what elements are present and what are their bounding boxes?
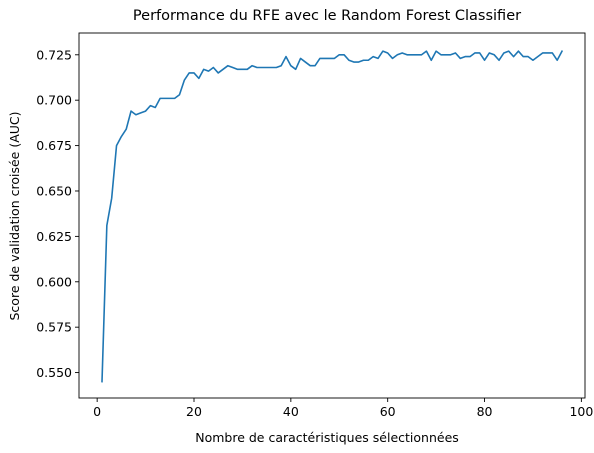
y-tick-label: 0.675 [36,138,72,153]
x-tick-label: 0 [93,404,101,419]
axes-frame [78,32,586,399]
chart-title: Performance du RFE avec le Random Forest… [133,8,521,24]
y-axis-label: Score de validation croisée (AUC) [7,111,22,320]
x-axis-label: Nombre de caractéristiques sélectionnées [195,430,459,445]
plot-area: 0 20 40 60 80 100 0.550 0.575 0.600 0.625 0.650 0.6… [36,32,593,419]
y-tick-label: 0.625 [36,229,72,244]
x-tick-label: 20 [186,404,202,419]
y-tick-label: 0.575 [36,320,72,335]
y-tick-label: 0.600 [36,274,72,289]
x-tick-label: 100 [569,404,593,419]
x-tick-label: 60 [380,404,396,419]
y-tick-label: 0.700 [36,93,72,108]
x-tick-label: 80 [477,404,493,419]
y-tick-label: 0.650 [36,183,72,198]
y-tick-label: 0.725 [36,47,72,62]
y-tick-label: 0.550 [36,365,72,380]
series-line-0 [101,50,564,383]
x-tick-label: 40 [283,404,299,419]
